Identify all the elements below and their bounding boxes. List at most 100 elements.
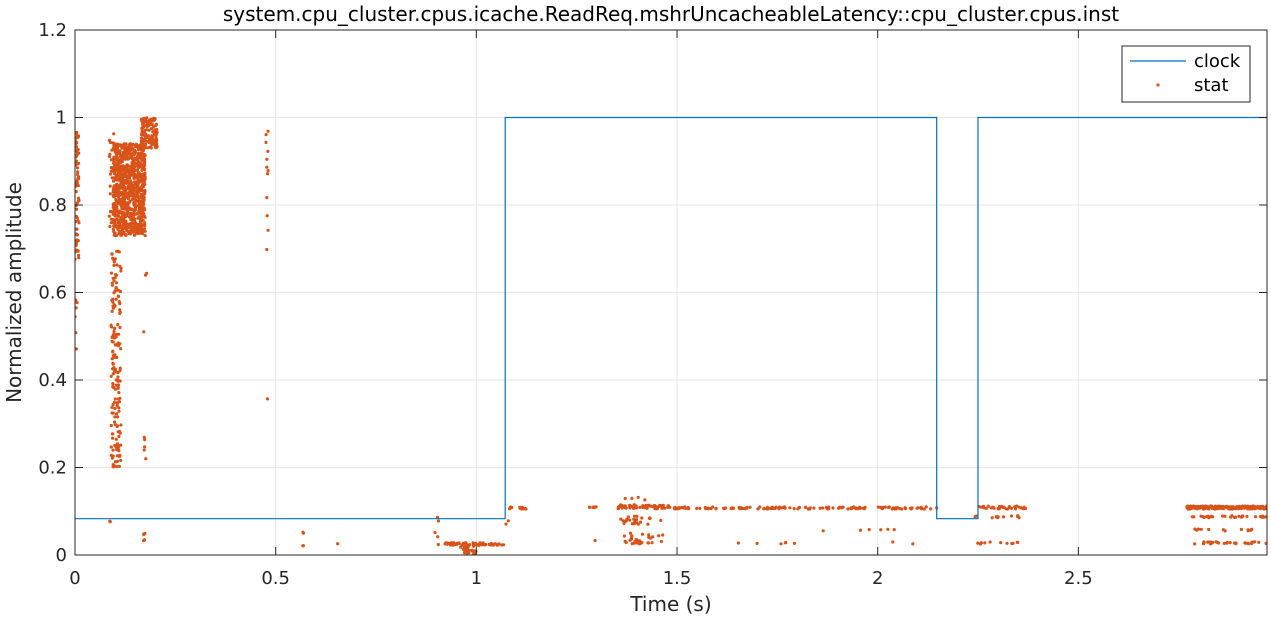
stat-point [126, 157, 130, 161]
stat-point [111, 385, 115, 389]
stat-point [113, 142, 117, 146]
stat-point [593, 538, 597, 543]
stat-point [114, 213, 119, 217]
stat-point [141, 146, 145, 150]
stat-point [1225, 541, 1229, 545]
stat-point [110, 252, 114, 256]
stat-point [619, 517, 623, 521]
stat-point [112, 146, 116, 150]
stat-point [122, 142, 126, 146]
stat-point [118, 454, 122, 458]
stat-point [436, 519, 441, 523]
stat-point [623, 496, 627, 501]
stat-point [788, 506, 792, 510]
stat-point [111, 403, 115, 407]
x-tick-label: 1 [471, 568, 482, 589]
x-tick-label: 1.5 [663, 568, 692, 589]
stat-point [109, 374, 113, 378]
stat-point [846, 507, 850, 511]
stat-point [110, 281, 114, 285]
stat-point [587, 505, 592, 509]
stat-point [624, 540, 628, 545]
stat-point [443, 542, 447, 546]
stat-point [111, 227, 115, 231]
stat-point [110, 335, 114, 339]
stat-point [108, 184, 112, 188]
stat-point [831, 506, 835, 510]
stat-point [265, 214, 269, 218]
stat-point [122, 187, 126, 191]
stat-point [75, 233, 80, 237]
stat-point [108, 192, 112, 196]
stat-point [75, 207, 79, 211]
stat-point [635, 514, 639, 518]
stat-point [75, 347, 78, 351]
stat-point [462, 545, 466, 549]
stat-point [703, 506, 707, 510]
stat-point [1257, 540, 1261, 544]
stat-point [75, 130, 79, 135]
stat-point [148, 137, 152, 141]
stat-point [630, 496, 634, 500]
stat-point [876, 505, 880, 509]
stat-point [108, 520, 112, 524]
stat-point [111, 372, 115, 376]
stat-point [128, 179, 132, 183]
stat-point [129, 193, 133, 198]
stat-point [141, 178, 145, 182]
stat-point [821, 506, 825, 510]
stat-point [626, 515, 630, 519]
stat-point [1232, 515, 1237, 520]
stat-point [75, 227, 79, 231]
stat-point [111, 157, 115, 161]
stat-point [115, 233, 119, 237]
stat-point [784, 541, 788, 545]
stat-point [632, 541, 636, 545]
stat-point [116, 294, 121, 299]
stat-point [133, 205, 137, 209]
stat-point [141, 214, 145, 218]
stat-point [110, 298, 114, 302]
stat-point [142, 448, 146, 452]
stat-point [623, 506, 627, 510]
stat-point [477, 543, 481, 548]
stat-point [121, 204, 125, 208]
stat-point [623, 519, 627, 523]
stat-point [141, 140, 145, 144]
stat-point [508, 507, 512, 511]
stat-point [463, 549, 467, 554]
stat-point [141, 227, 145, 231]
stat-point [75, 136, 78, 140]
stat-point [1248, 505, 1252, 509]
stat-point [142, 116, 146, 120]
stat-point [1223, 529, 1227, 533]
stat-point [151, 125, 155, 129]
stat-point [127, 191, 131, 195]
stat-point [729, 506, 733, 510]
stat-point [1237, 514, 1241, 518]
stat-point [1210, 504, 1214, 508]
stat-point [812, 506, 816, 510]
stat-point [473, 541, 477, 545]
stat-point [139, 218, 143, 223]
stat-point [109, 445, 113, 449]
stat-point [796, 507, 800, 511]
stat-point [466, 546, 470, 551]
stat-point [119, 153, 123, 157]
stat-point [990, 516, 994, 520]
stat-point [1250, 541, 1254, 546]
stat-point [436, 542, 440, 547]
stat-point [640, 516, 644, 520]
stat-point [118, 149, 122, 153]
stat-point [134, 158, 138, 162]
stat-point [128, 225, 132, 229]
stat-point [116, 323, 120, 327]
stat-point [140, 175, 144, 179]
stat-point [111, 411, 115, 415]
stat-point [792, 507, 796, 511]
stat-point [139, 142, 144, 146]
stat-point [75, 248, 78, 252]
stat-point [973, 515, 977, 519]
